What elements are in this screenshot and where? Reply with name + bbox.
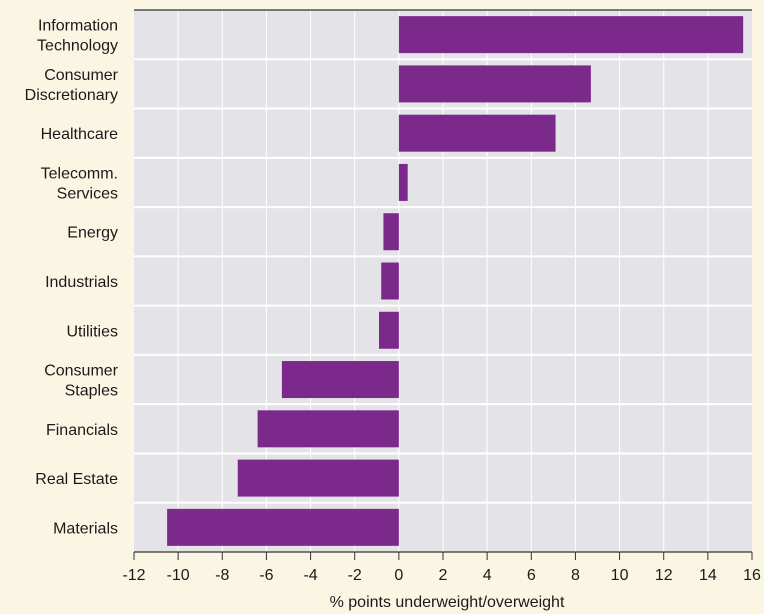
- bars: [167, 16, 744, 546]
- x-tick-label: -6: [259, 567, 273, 584]
- x-tick-label: -8: [215, 567, 229, 584]
- category-label: Telecomm. Services: [41, 165, 118, 202]
- bar: [398, 16, 744, 54]
- category-label: Consumer Discretionary: [25, 67, 119, 104]
- category-label: Consumer Staples: [44, 363, 118, 400]
- x-tick-label: 12: [655, 567, 673, 584]
- bar: [381, 262, 399, 300]
- bar: [398, 114, 556, 152]
- bar: [398, 65, 591, 103]
- category-label: Healthcare: [41, 126, 118, 143]
- bar: [378, 311, 399, 349]
- x-tick-label: 16: [743, 567, 761, 584]
- category-label: Utilities: [66, 323, 118, 340]
- x-tick-label: -12: [122, 567, 145, 584]
- bar: [257, 410, 399, 448]
- x-tick-label: 6: [527, 567, 536, 584]
- x-tick-label: 10: [611, 567, 629, 584]
- bar: [237, 459, 399, 497]
- x-tick-label: 14: [699, 567, 717, 584]
- category-labels: Information Technology Consumer Discretiona…: [25, 18, 119, 538]
- x-axis-ticks: -12 -10 -8 -6 -4 -2 0 2 4 6 8 10 12 14 16: [122, 552, 761, 584]
- category-label: Financials: [46, 422, 118, 439]
- category-label: Information Technology: [37, 18, 118, 55]
- x-axis-title: % points underweight/overweight: [330, 594, 565, 611]
- x-tick-label: 0: [394, 567, 403, 584]
- x-tick-label: -10: [167, 567, 190, 584]
- category-label: Materials: [53, 520, 118, 537]
- x-tick-label: 8: [571, 567, 580, 584]
- x-tick-label: -4: [303, 567, 317, 584]
- x-tick-label: -2: [348, 567, 362, 584]
- x-tick-label: 2: [439, 567, 448, 584]
- bar: [383, 213, 399, 251]
- row-separators: [134, 58, 752, 504]
- bar: [398, 163, 408, 201]
- x-tick-label: 4: [483, 567, 492, 584]
- category-label: Industrials: [45, 274, 118, 291]
- bar: [167, 508, 399, 546]
- category-label: Energy: [67, 225, 118, 242]
- bar: [281, 361, 399, 399]
- category-label: Real Estate: [35, 471, 118, 488]
